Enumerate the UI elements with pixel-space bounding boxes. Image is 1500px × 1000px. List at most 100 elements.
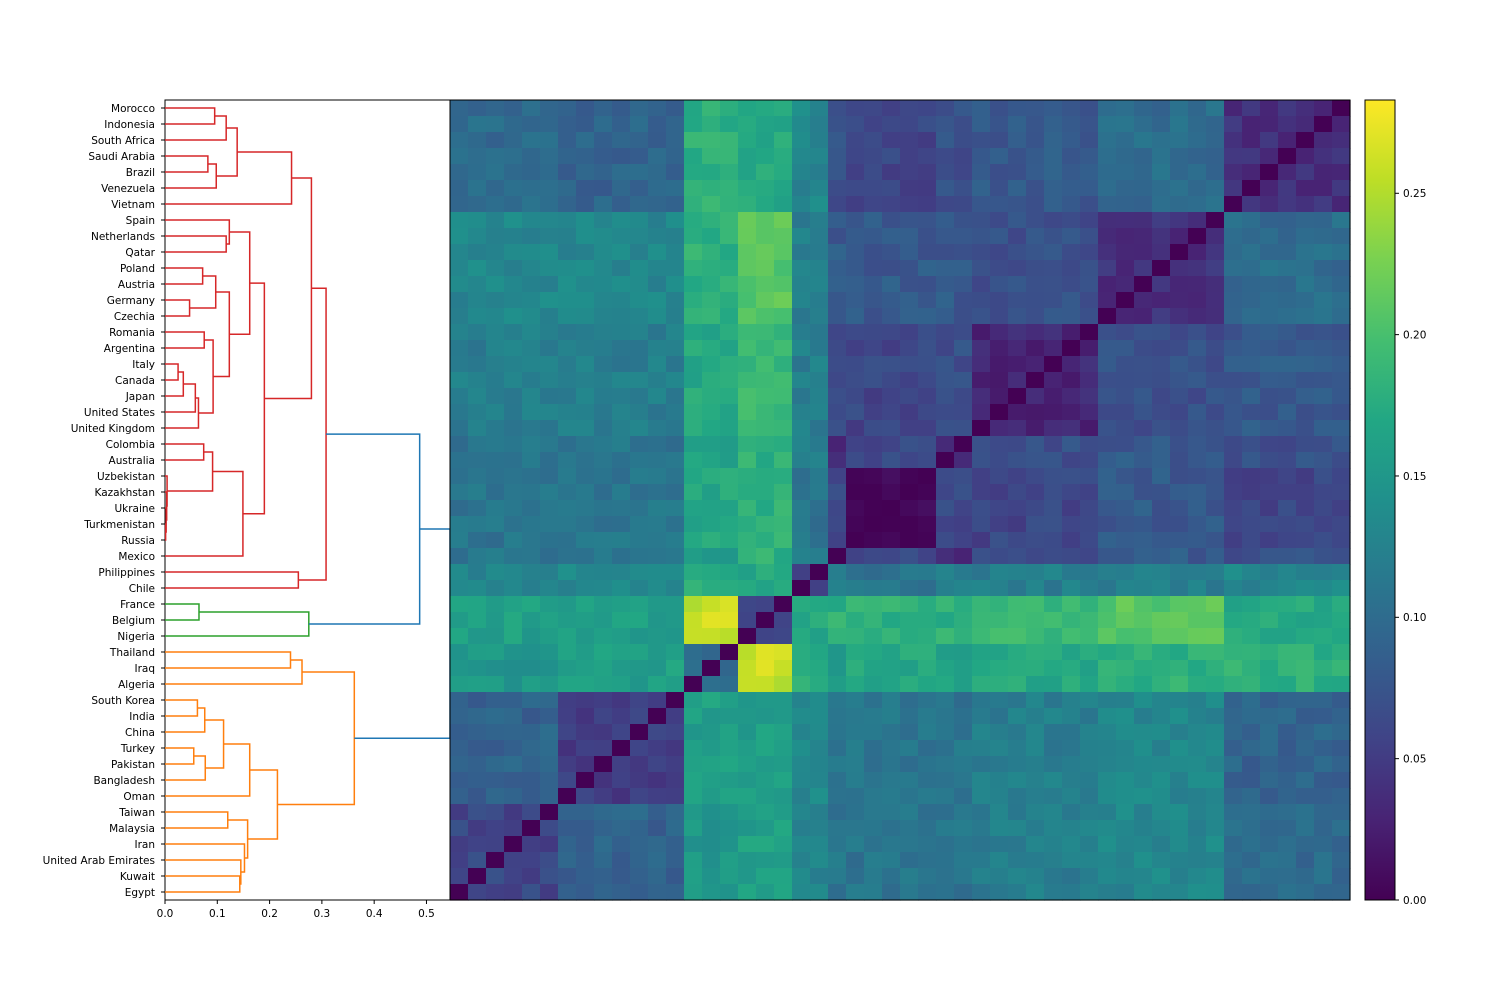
heatmap-cell: [558, 388, 577, 405]
heatmap-cell: [1242, 756, 1261, 773]
heatmap-cell: [648, 676, 667, 693]
heatmap-cell: [756, 596, 775, 613]
heatmap-cell: [936, 612, 955, 629]
heatmap-cell: [1224, 612, 1243, 629]
heatmap-cell: [936, 500, 955, 517]
heatmap-cell: [504, 452, 523, 469]
heatmap-cell: [522, 692, 541, 709]
heatmap-cell: [918, 516, 937, 533]
heatmap-cell: [936, 692, 955, 709]
heatmap-cell: [1062, 484, 1081, 501]
heatmap-cell: [774, 884, 793, 901]
heatmap-cell: [1314, 324, 1333, 341]
heatmap-cell: [882, 244, 901, 261]
heatmap-cell: [1044, 292, 1063, 309]
heatmap-cell: [954, 804, 973, 821]
heatmap-cell: [738, 500, 757, 517]
heatmap-cell: [792, 388, 811, 405]
heatmap-cell: [1008, 548, 1027, 565]
heatmap-cell: [918, 340, 937, 357]
heatmap-cell: [558, 212, 577, 229]
heatmap-cell: [1332, 356, 1351, 373]
heatmap-cell: [864, 660, 883, 677]
heatmap-cell: [720, 164, 739, 181]
heatmap-cell: [810, 324, 829, 341]
heatmap-cell: [990, 644, 1009, 661]
heatmap-cell: [1170, 820, 1189, 837]
heatmap-cell: [828, 164, 847, 181]
heatmap-cell: [882, 324, 901, 341]
heatmap-cell: [504, 228, 523, 245]
heatmap-cell: [954, 308, 973, 325]
heatmap-cell: [954, 356, 973, 373]
heatmap-cell: [828, 372, 847, 389]
heatmap-cell: [1026, 388, 1045, 405]
heatmap-cell: [1134, 100, 1153, 117]
heatmap-cell: [864, 532, 883, 549]
heatmap-cell: [522, 292, 541, 309]
heatmap-cell: [1206, 356, 1225, 373]
heatmap-cell: [810, 836, 829, 853]
heatmap-cell: [972, 228, 991, 245]
heatmap-cell: [1260, 116, 1279, 133]
heatmap-cell: [450, 356, 469, 373]
heatmap-cell: [1314, 436, 1333, 453]
heatmap-cell: [450, 308, 469, 325]
heatmap-cell: [1044, 804, 1063, 821]
heatmap-cell: [504, 660, 523, 677]
heatmap-cell: [594, 276, 613, 293]
heatmap-cell: [1296, 692, 1315, 709]
heatmap-cell: [558, 708, 577, 725]
heatmap-cell: [738, 852, 757, 869]
heatmap-cell: [1152, 452, 1171, 469]
heatmap-cell: [774, 532, 793, 549]
heatmap-cell: [1134, 836, 1153, 853]
heatmap-cell: [792, 148, 811, 165]
heatmap-cell: [1332, 212, 1351, 229]
heatmap-cell: [468, 244, 487, 261]
y-tick-label: Philippines: [98, 567, 155, 579]
heatmap-cell: [1152, 132, 1171, 149]
heatmap-cell: [1314, 340, 1333, 357]
heatmap-cell: [522, 740, 541, 757]
heatmap-cell: [1026, 756, 1045, 773]
heatmap-cell: [810, 292, 829, 309]
heatmap-cell: [1026, 548, 1045, 565]
heatmap-cell: [1116, 308, 1135, 325]
heatmap-cell: [864, 788, 883, 805]
heatmap-cell: [1008, 884, 1027, 901]
heatmap-cell: [936, 788, 955, 805]
heatmap-cell: [1098, 148, 1117, 165]
heatmap-cell: [630, 868, 649, 885]
heatmap-cell: [882, 580, 901, 597]
heatmap-cell: [558, 468, 577, 485]
heatmap-cell: [918, 612, 937, 629]
heatmap-cell: [594, 212, 613, 229]
heatmap-cell: [504, 788, 523, 805]
heatmap-cell: [1008, 724, 1027, 741]
heatmap-cell: [1296, 804, 1315, 821]
heatmap-cell: [540, 404, 559, 421]
heatmap-cell: [1296, 196, 1315, 213]
heatmap-cell: [1044, 356, 1063, 373]
heatmap-cell: [1116, 324, 1135, 341]
heatmap-cell: [1314, 788, 1333, 805]
heatmap-cell: [1098, 532, 1117, 549]
heatmap-cell: [594, 404, 613, 421]
heatmap-cell: [1134, 260, 1153, 277]
heatmap-cell: [1242, 356, 1261, 373]
heatmap-cell: [720, 260, 739, 277]
heatmap-cell: [1188, 292, 1207, 309]
heatmap-cell: [522, 196, 541, 213]
heatmap-cell: [882, 516, 901, 533]
heatmap-cell: [1260, 580, 1279, 597]
heatmap-cell: [1026, 228, 1045, 245]
heatmap-cell: [576, 820, 595, 837]
heatmap-cell: [1224, 724, 1243, 741]
heatmap-cell: [630, 148, 649, 165]
heatmap-cell: [756, 772, 775, 789]
heatmap-cell: [756, 852, 775, 869]
heatmap-cell: [1242, 804, 1261, 821]
heatmap-cell: [1332, 420, 1351, 437]
heatmap-cell: [1044, 820, 1063, 837]
